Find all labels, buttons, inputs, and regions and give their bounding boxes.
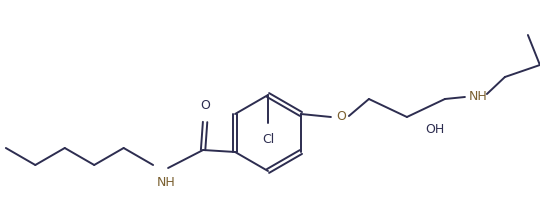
Text: O: O (336, 111, 346, 124)
Text: Cl: Cl (262, 133, 274, 146)
Text: OH: OH (425, 123, 444, 136)
Text: O: O (200, 99, 210, 112)
Text: NH: NH (157, 176, 176, 189)
Text: NH: NH (469, 90, 488, 104)
